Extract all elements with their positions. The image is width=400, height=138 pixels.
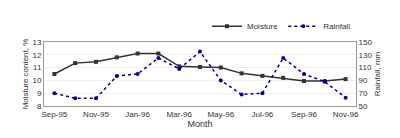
svg-text:Mar-96: Mar-96	[167, 110, 193, 119]
svg-text:Rainfall, mm: Rainfall, mm	[373, 51, 382, 96]
svg-text:Nov-96: Nov-96	[333, 110, 359, 119]
svg-text:12: 12	[32, 51, 41, 60]
svg-text:Jul-96: Jul-96	[252, 110, 274, 119]
svg-text:Moisture: Moisture	[247, 22, 278, 31]
svg-text:8: 8	[37, 102, 42, 111]
svg-text:13: 13	[32, 38, 41, 47]
svg-text:9: 9	[37, 89, 42, 98]
svg-text:50: 50	[359, 102, 368, 111]
svg-text:May-96: May-96	[207, 110, 234, 119]
svg-text:10: 10	[32, 76, 41, 85]
svg-text:110: 110	[359, 63, 372, 72]
svg-text:Jan-96: Jan-96	[125, 110, 150, 119]
svg-text:Sep-96: Sep-96	[291, 110, 317, 119]
svg-text:Rainfall: Rainfall	[323, 22, 350, 31]
svg-text:Sep-95: Sep-95	[42, 110, 68, 119]
svg-text:70: 70	[359, 89, 368, 98]
svg-text:Month: Month	[187, 119, 212, 129]
svg-text:130: 130	[359, 51, 373, 60]
svg-text:150: 150	[359, 38, 373, 47]
svg-text:Moisture content, %: Moisture content, %	[21, 39, 30, 110]
svg-text:11: 11	[33, 63, 42, 72]
svg-text:Nov-95: Nov-95	[83, 110, 109, 119]
svg-text:90: 90	[359, 76, 368, 85]
